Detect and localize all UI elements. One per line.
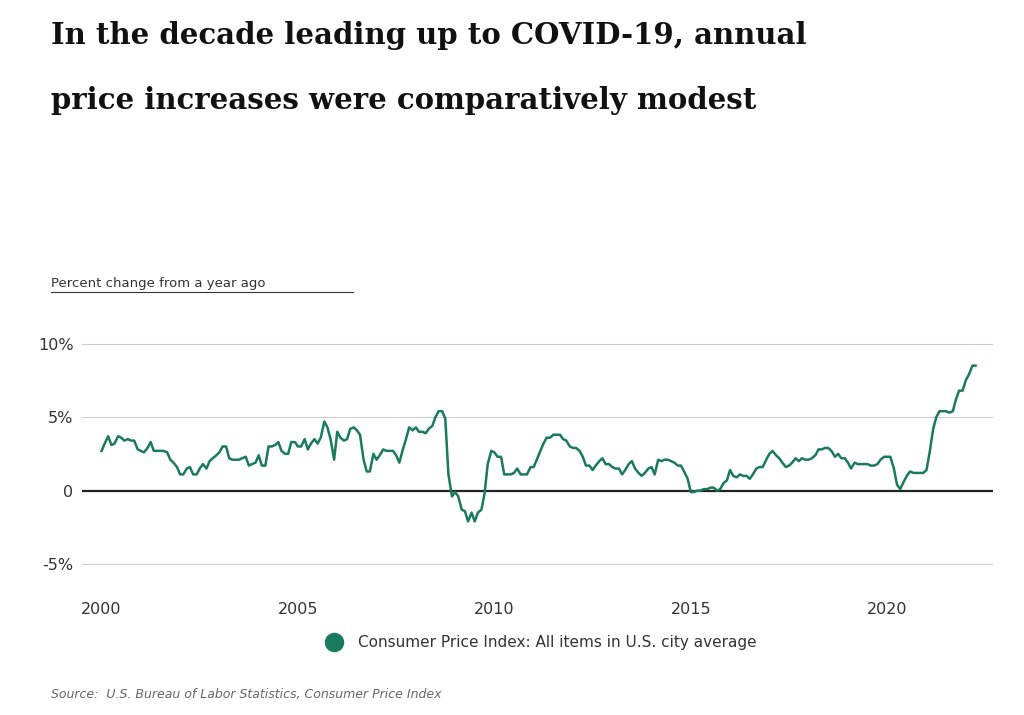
Legend: Consumer Price Index: All items in U.S. city average: Consumer Price Index: All items in U.S. … xyxy=(318,636,757,651)
Text: Percent change from a year ago: Percent change from a year ago xyxy=(51,277,265,290)
Text: Source:  U.S. Bureau of Labor Statistics, Consumer Price Index: Source: U.S. Bureau of Labor Statistics,… xyxy=(51,688,441,701)
Text: price increases were comparatively modest: price increases were comparatively modes… xyxy=(51,86,757,115)
Text: In the decade leading up to COVID-19, annual: In the decade leading up to COVID-19, an… xyxy=(51,21,807,51)
